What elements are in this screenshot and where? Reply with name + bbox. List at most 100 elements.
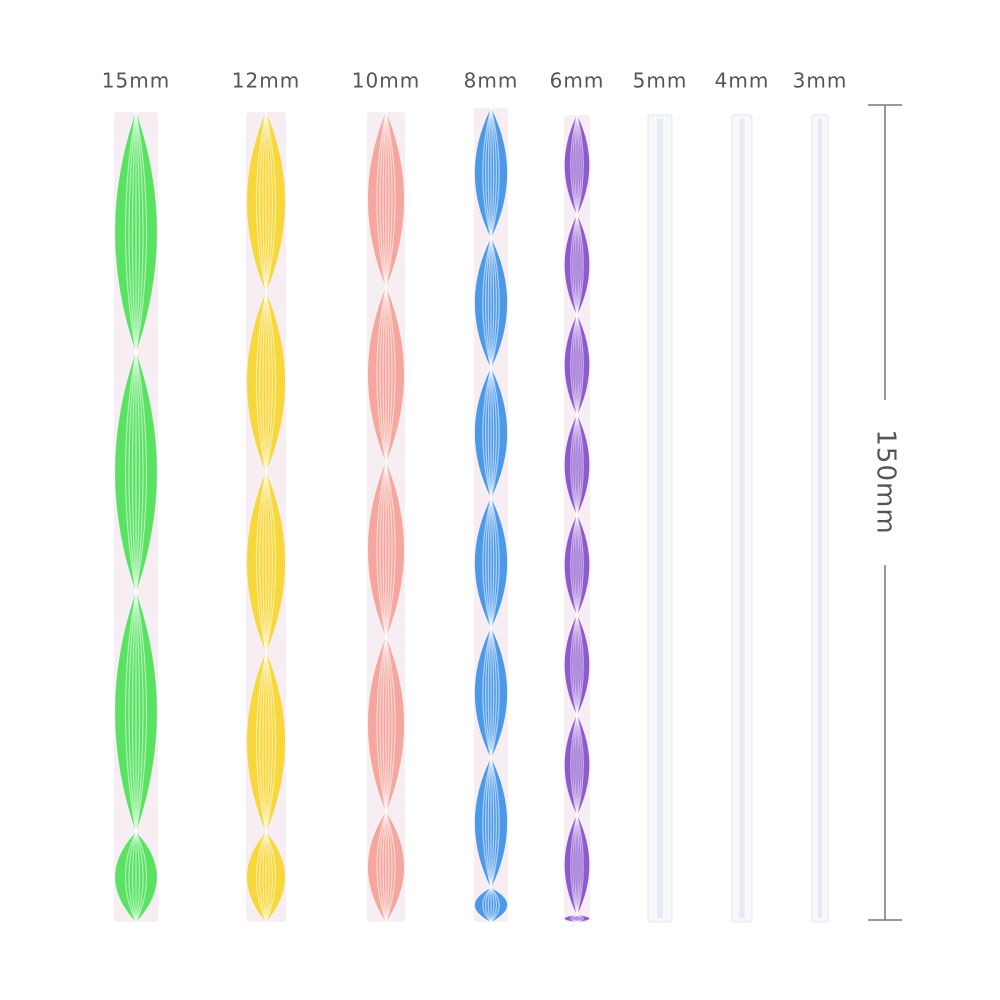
stripe <box>265 291 273 473</box>
stripe <box>574 514 578 616</box>
stripe <box>376 111 387 288</box>
stripe <box>487 107 492 239</box>
stripe <box>482 107 492 239</box>
stripe <box>490 107 498 239</box>
stripe <box>490 497 498 629</box>
stripe <box>385 461 393 638</box>
stripe <box>265 831 273 923</box>
stripe <box>265 831 270 923</box>
stripe <box>259 471 267 653</box>
stripe <box>385 111 396 288</box>
stripe <box>265 651 270 833</box>
stripe <box>490 627 498 759</box>
stripe <box>128 351 137 593</box>
stripe <box>576 614 584 716</box>
stripe <box>490 757 495 889</box>
stripe <box>128 111 137 353</box>
size-labels: 15mm 12mm 10mm 8mm 6mm 5mm 4mm 3mm <box>102 69 847 93</box>
stripe <box>259 111 267 293</box>
stripe <box>576 514 580 616</box>
stripe <box>487 887 492 923</box>
stripe <box>484 627 492 759</box>
stripe <box>570 314 578 416</box>
stripe <box>265 291 270 473</box>
stripe <box>490 887 498 923</box>
stripe <box>482 497 492 629</box>
rod <box>114 111 158 923</box>
stripe <box>576 514 582 616</box>
stripe <box>385 636 393 813</box>
stripe <box>265 651 273 833</box>
stripe <box>574 114 578 216</box>
stripe <box>490 367 500 499</box>
stripe <box>570 514 578 616</box>
stripe <box>265 111 277 293</box>
stripe <box>385 111 390 288</box>
stripe <box>135 111 144 353</box>
stripe <box>490 757 500 889</box>
size-label: 6mm <box>550 69 605 93</box>
stripe <box>490 887 500 923</box>
stripe <box>574 814 578 916</box>
stripe <box>572 214 578 316</box>
stripe <box>385 811 393 923</box>
stripe <box>576 314 582 416</box>
stripe <box>490 887 495 923</box>
stripe <box>382 461 387 638</box>
rod <box>647 114 673 923</box>
rod <box>564 114 590 923</box>
stripe <box>124 351 137 593</box>
stripe <box>572 814 578 916</box>
size-label: 5mm <box>633 69 688 93</box>
stripe <box>487 627 492 759</box>
stripe <box>576 314 580 416</box>
stripe <box>576 214 582 316</box>
stripe <box>376 811 387 923</box>
stripe <box>382 286 387 463</box>
size-label: 10mm <box>352 69 420 93</box>
stripe <box>576 314 584 416</box>
stripe <box>385 811 390 923</box>
stripe <box>131 351 137 593</box>
stripe <box>385 111 393 288</box>
stripe <box>255 651 267 833</box>
stripe <box>265 291 277 473</box>
stripe <box>482 757 492 889</box>
stripe <box>482 887 492 923</box>
stripe <box>262 111 267 293</box>
dimension: 150mm <box>868 104 902 921</box>
stripe <box>135 591 148 833</box>
stripe <box>379 636 387 813</box>
stripe <box>484 497 492 629</box>
stripe <box>572 714 578 816</box>
stripe <box>576 814 584 916</box>
rod <box>367 111 405 923</box>
rod <box>731 114 753 923</box>
stripe <box>265 111 273 293</box>
stripe <box>135 351 148 593</box>
stripe <box>490 367 495 499</box>
stripe <box>382 111 387 288</box>
stripe <box>570 714 578 816</box>
stripe <box>570 814 578 916</box>
stripe <box>482 627 492 759</box>
stripe <box>131 111 137 353</box>
stripe <box>576 714 584 816</box>
stripe <box>265 471 273 653</box>
rod <box>811 114 829 923</box>
stripe <box>576 214 584 316</box>
stripe <box>124 591 137 833</box>
stripe <box>385 461 396 638</box>
stripe <box>572 414 578 516</box>
stripe <box>376 636 387 813</box>
stripe <box>484 887 492 923</box>
stripe <box>385 636 396 813</box>
stripe <box>262 291 267 473</box>
stripe <box>574 714 578 816</box>
stripe <box>259 651 267 833</box>
stripe <box>482 367 492 499</box>
stripe <box>385 286 393 463</box>
stripe <box>259 831 267 923</box>
size-label: 4mm <box>715 69 770 93</box>
